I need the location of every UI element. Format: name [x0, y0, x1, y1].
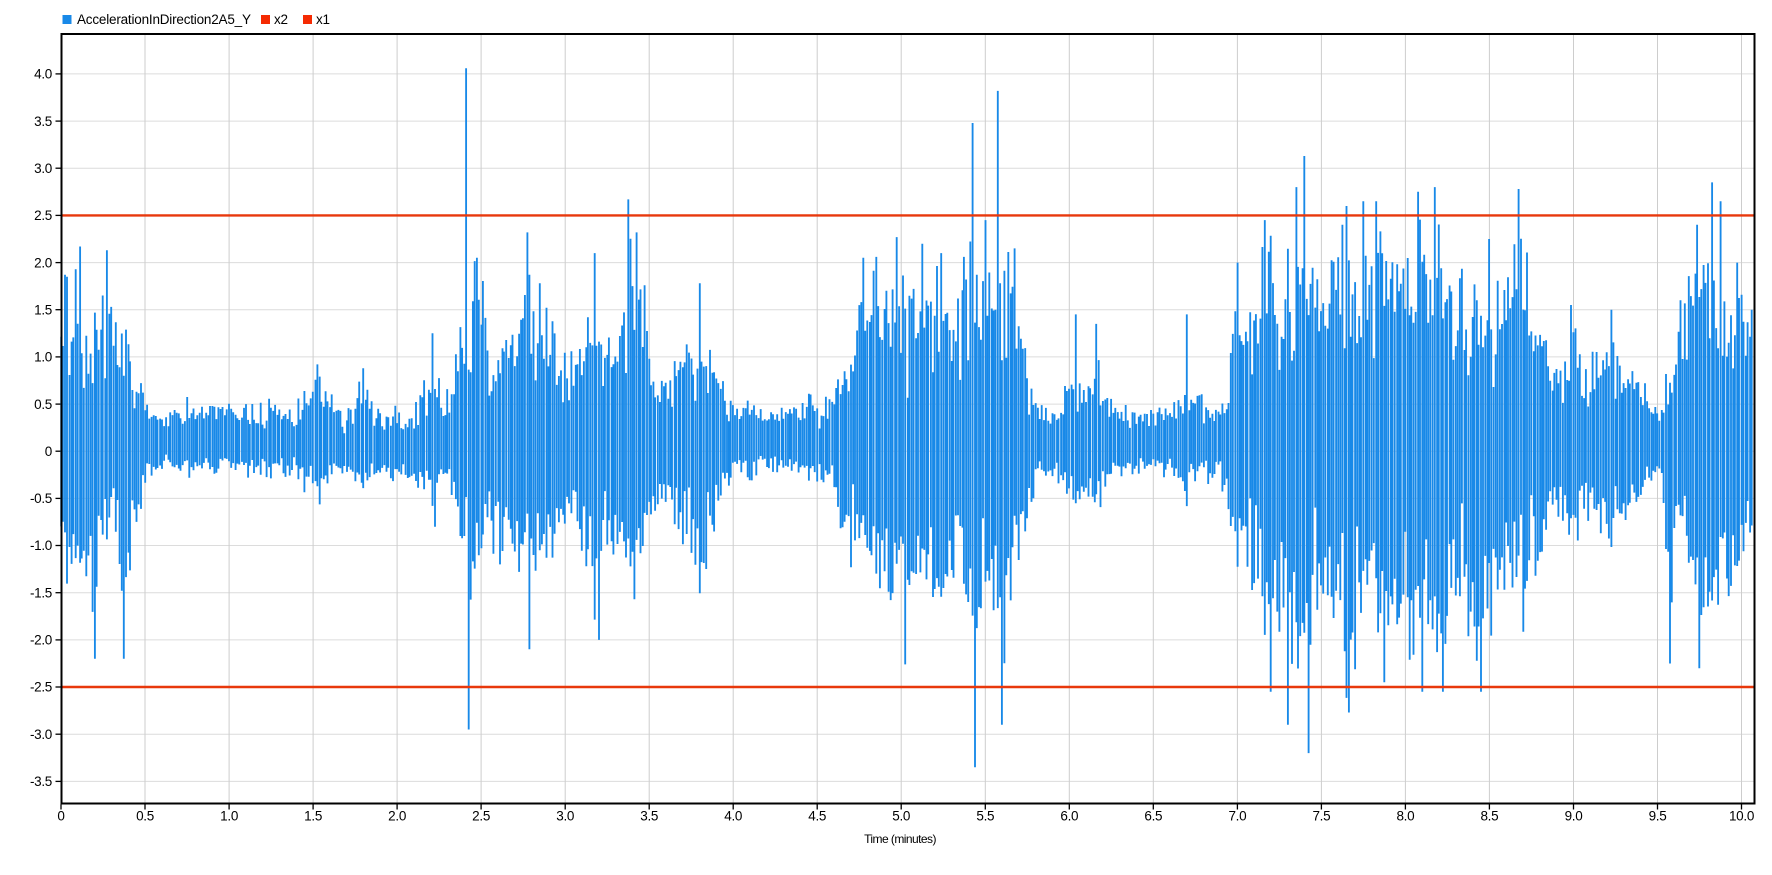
svg-text:3.0: 3.0	[556, 809, 574, 824]
svg-text:9.5: 9.5	[1649, 809, 1667, 824]
svg-text:3.5: 3.5	[640, 809, 658, 824]
svg-text:7.5: 7.5	[1312, 809, 1330, 824]
svg-text:4.0: 4.0	[724, 809, 742, 824]
svg-text:-1.5: -1.5	[30, 585, 52, 600]
svg-text:-1.0: -1.0	[30, 538, 52, 553]
svg-text:x1: x1	[316, 12, 330, 27]
svg-text:1.0: 1.0	[220, 809, 238, 824]
svg-text:-2.5: -2.5	[30, 680, 52, 695]
svg-text:8.5: 8.5	[1480, 809, 1498, 824]
svg-text:0: 0	[45, 444, 52, 459]
svg-text:1.5: 1.5	[34, 302, 52, 317]
svg-text:10.0: 10.0	[1729, 809, 1754, 824]
svg-text:x2: x2	[274, 12, 288, 27]
svg-text:2.0: 2.0	[34, 255, 52, 270]
svg-text:8.0: 8.0	[1396, 809, 1414, 824]
svg-text:4.5: 4.5	[808, 809, 826, 824]
svg-text:6.5: 6.5	[1144, 809, 1162, 824]
svg-text:0.5: 0.5	[136, 809, 154, 824]
svg-text:2.5: 2.5	[34, 208, 52, 223]
svg-text:-2.0: -2.0	[30, 633, 52, 648]
svg-text:0.5: 0.5	[34, 397, 52, 412]
svg-text:3.5: 3.5	[34, 114, 52, 129]
svg-text:2.0: 2.0	[388, 809, 406, 824]
svg-text:AccelerationInDirection2A5_Y: AccelerationInDirection2A5_Y	[77, 12, 251, 27]
svg-text:7.0: 7.0	[1228, 809, 1246, 824]
svg-text:3.0: 3.0	[34, 161, 52, 176]
svg-text:5.5: 5.5	[976, 809, 994, 824]
svg-text:1.0: 1.0	[34, 350, 52, 365]
svg-text:-0.5: -0.5	[30, 491, 52, 506]
svg-text:-3.0: -3.0	[30, 727, 52, 742]
svg-text:4.0: 4.0	[34, 67, 52, 82]
svg-text:1.5: 1.5	[304, 809, 322, 824]
svg-text:9.0: 9.0	[1565, 809, 1583, 824]
svg-text:5.0: 5.0	[892, 809, 910, 824]
svg-text:-3.5: -3.5	[30, 774, 52, 789]
svg-text:Time (minutes): Time (minutes)	[864, 832, 936, 846]
svg-text:2.5: 2.5	[472, 809, 490, 824]
svg-text:0: 0	[57, 809, 64, 824]
svg-text:6.0: 6.0	[1060, 809, 1078, 824]
